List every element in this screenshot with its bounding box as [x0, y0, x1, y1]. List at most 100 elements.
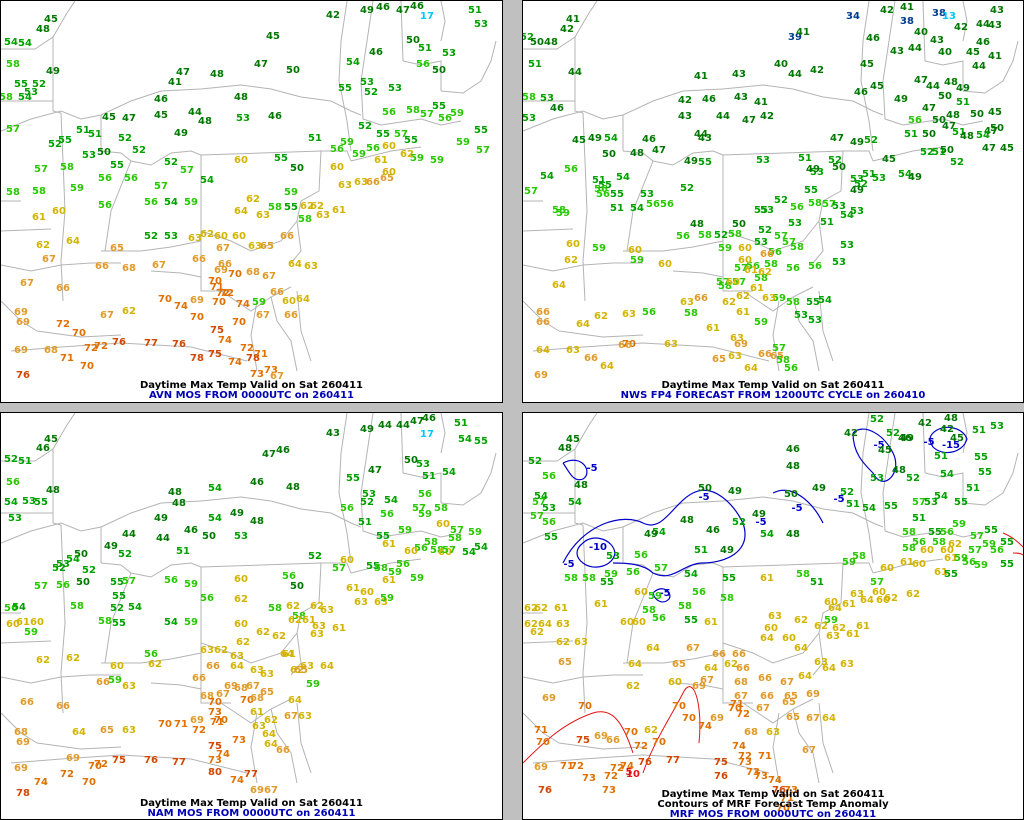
- station-temperature: 49: [812, 483, 826, 494]
- station-temperature: 59: [468, 527, 482, 538]
- state-boundary: [523, 300, 560, 332]
- state-boundary: [101, 240, 202, 252]
- station-temperature: 56: [6, 477, 20, 488]
- station-temperature: 76: [772, 785, 786, 796]
- station-temperature: 54: [200, 175, 214, 186]
- station-temperature: 60: [726, 277, 740, 288]
- station-temperature: 62: [200, 229, 214, 240]
- station-temperature: 69: [14, 345, 28, 356]
- station-temperature: 60: [382, 167, 396, 178]
- station-temperature: 41: [694, 71, 708, 82]
- state-boundary: [290, 632, 302, 676]
- station-temperature: 69: [250, 785, 264, 796]
- nws-caption-source: NWS FP4 FORECAST FROM 1200UTC CYCLE on 2…: [620, 390, 926, 401]
- station-temperature: 62: [246, 194, 260, 205]
- station-temperature: 56: [416, 59, 430, 70]
- station-temperature: 50: [404, 455, 418, 466]
- station-temperature: 63: [188, 233, 202, 244]
- station-temperature: 50: [938, 91, 952, 102]
- station-temperature: 65: [110, 243, 124, 254]
- mrf-caption-title: Daytime Max Temp Valid on Sat 260411: [661, 789, 885, 800]
- station-temperature: 46: [410, 1, 424, 12]
- station-temperature: 45: [988, 107, 1002, 118]
- station-temperature: 59: [648, 591, 662, 602]
- station-temperature: 56: [144, 197, 158, 208]
- state-boundary: [924, 472, 964, 503]
- station-temperature: 64: [822, 713, 836, 724]
- station-temperature: 48: [574, 480, 588, 491]
- station-temperature: 49: [900, 433, 914, 444]
- station-temperature: 57: [34, 581, 48, 592]
- station-temperature: 62: [234, 594, 248, 605]
- station-temperature: 48: [250, 516, 264, 527]
- station-temperature: 62: [256, 627, 270, 638]
- station-temperature: 51: [862, 169, 876, 180]
- station-temperature: 58: [698, 230, 712, 241]
- station-temperature: 66: [584, 353, 598, 364]
- station-temperature: 47: [396, 5, 410, 16]
- station-temperature: 43: [732, 69, 746, 80]
- station-temperature: 51: [904, 129, 918, 140]
- station-temperature: 56: [56, 580, 70, 591]
- station-temperature: 48: [690, 219, 704, 230]
- station-temperature: 57: [6, 124, 20, 135]
- negative-anomaly-contour: [929, 426, 968, 454]
- station-temperature: 46: [184, 525, 198, 536]
- station-temperature: 52: [864, 135, 878, 146]
- station-temperature: 57: [772, 343, 786, 354]
- station-temperature: 57: [732, 277, 746, 288]
- station-temperature: 66: [760, 249, 774, 260]
- state-boundary: [440, 452, 497, 506]
- station-temperature: 48: [680, 515, 694, 526]
- state-boundary: [672, 682, 724, 690]
- station-temperature: 70: [190, 312, 204, 323]
- station-temperature: 49: [720, 545, 734, 556]
- station-temperature: 55: [346, 473, 360, 484]
- station-temperature: 62: [310, 601, 324, 612]
- station-temperature: 64: [234, 206, 248, 217]
- station-temperature: 75: [112, 755, 126, 766]
- station-temperature: 64: [704, 663, 718, 674]
- station-temperature: 53: [870, 473, 884, 484]
- station-temperature: 54: [604, 133, 618, 144]
- station-temperature: 75: [208, 349, 222, 360]
- station-temperature: 62: [300, 201, 314, 212]
- state-boundary: [626, 572, 654, 664]
- station-temperature: 52: [758, 225, 772, 236]
- station-temperature: 48: [786, 461, 800, 472]
- station-temperature: 63: [680, 297, 694, 308]
- station-temperature: 47: [922, 103, 936, 114]
- station-temperature: 66: [270, 287, 284, 298]
- station-temperature: 53: [388, 83, 402, 94]
- station-temperature: 62: [794, 615, 808, 626]
- station-temperature: 46: [854, 87, 868, 98]
- station-temperature: 70: [80, 361, 94, 372]
- station-temperature: 55: [884, 501, 898, 512]
- station-temperature: 56: [912, 537, 926, 548]
- state-boundary: [623, 652, 724, 664]
- station-temperature: 64: [744, 363, 758, 374]
- station-temperature: 60: [824, 597, 838, 608]
- station-temperature: 48: [46, 485, 60, 496]
- station-temperature: 76: [638, 757, 652, 768]
- panel-nam-mos: 45 46 52 51 56 48 54 53 55 53 43 49 44 44 47 46 17 51 54 55…: [0, 412, 503, 820]
- station-temperature: 74: [236, 299, 250, 310]
- station-temperature: 47: [830, 133, 844, 144]
- station-temperature: 63: [556, 619, 570, 630]
- state-boundary: [872, 558, 944, 574]
- nws-boundaries: [523, 1, 1019, 372]
- station-temperature: 51: [418, 43, 432, 54]
- station-temperature: 54: [818, 295, 832, 306]
- station-temperature: 57: [154, 181, 168, 192]
- station-temperature: 68: [14, 727, 28, 738]
- station-temperature: 56: [340, 503, 354, 514]
- station-temperature: 55: [610, 189, 624, 200]
- station-temperature: 59: [430, 155, 444, 166]
- station-temperature: 56: [144, 649, 158, 660]
- station-temperature: 55: [432, 101, 446, 112]
- station-temperature: 53: [756, 155, 770, 166]
- station-temperature: 57: [476, 145, 490, 156]
- station-temperature: 55: [34, 497, 48, 508]
- station-temperature: 49: [174, 128, 188, 139]
- station-temperature: 56: [626, 567, 640, 578]
